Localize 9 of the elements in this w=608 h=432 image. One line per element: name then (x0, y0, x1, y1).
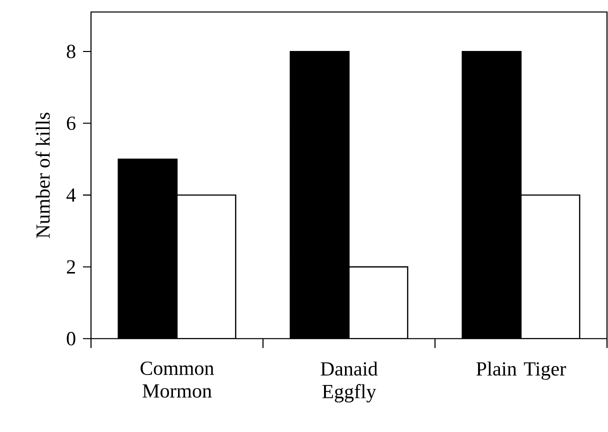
x-tick-label: Plain Tiger (476, 362, 566, 380)
y-tick-label: 2 (66, 260, 75, 274)
y-tick-label: 6 (66, 116, 76, 130)
y-tick-label: 8 (66, 44, 76, 58)
x-tick-label: Danaid Eggfly (320, 362, 378, 402)
x-tick-label: Common Mormon (140, 362, 214, 398)
y-axis-title: Number of kills (36, 112, 50, 238)
y-tick-label: 4 (66, 188, 76, 202)
y-tick-label: 0 (66, 332, 76, 346)
